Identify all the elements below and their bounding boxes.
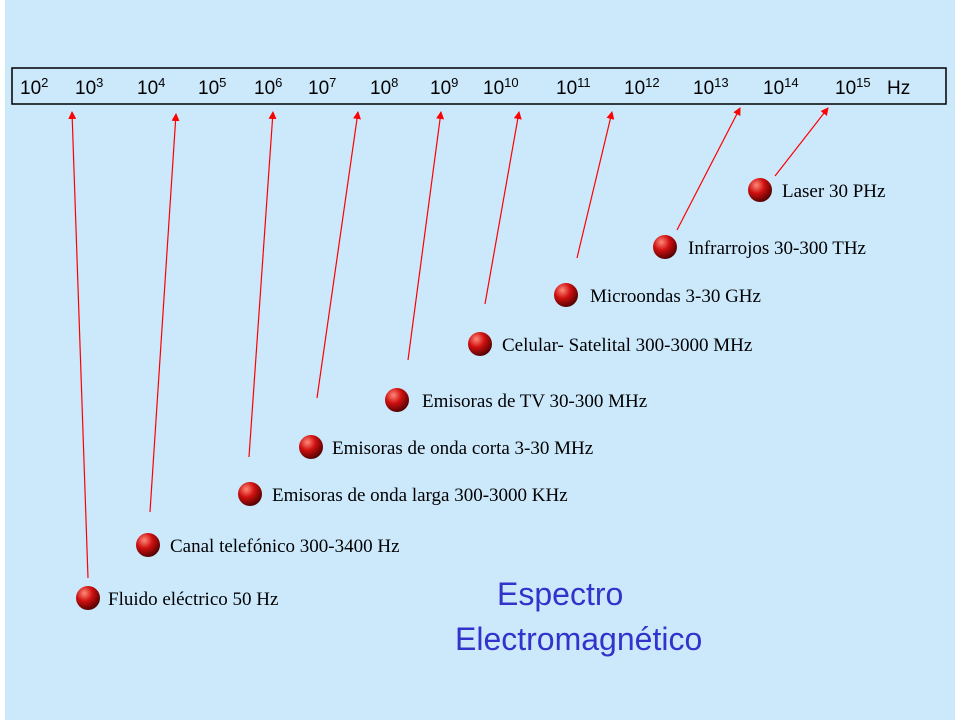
tick-exponent: 6 <box>275 75 282 90</box>
arrow <box>68 111 89 579</box>
tick-base: 10 <box>430 78 451 99</box>
scale-tick: 1013 <box>693 75 729 99</box>
scale-tick: 106 <box>254 75 282 99</box>
scale-unit: Hz <box>887 78 910 99</box>
tick-exponent: 7 <box>329 75 336 90</box>
scale-tick: 105 <box>198 75 226 99</box>
item-label: Canal telefónico 300-3400 Hz <box>170 536 400 557</box>
title-line2: Electromagnético <box>455 621 702 657</box>
background <box>5 0 955 720</box>
tick-exponent: 15 <box>856 75 870 90</box>
tick-base: 10 <box>624 78 645 99</box>
item-label: Emisoras de TV 30-300 MHz <box>422 391 647 412</box>
tick-base: 10 <box>137 78 158 99</box>
tick-base: 10 <box>835 78 856 99</box>
item-label: Infrarrojos 30-300 THz <box>688 238 866 259</box>
tick-exponent: 10 <box>504 75 518 90</box>
tick-base: 10 <box>763 78 784 99</box>
tick-base: 10 <box>556 78 577 99</box>
bullet <box>76 586 100 610</box>
item-label: Emisoras de onda corta 3-30 MHz <box>332 438 593 459</box>
bullet <box>238 482 262 506</box>
tick-exponent: 2 <box>41 75 48 90</box>
scale-tick: 1015 <box>835 75 871 99</box>
tick-base: 10 <box>20 78 41 99</box>
scale-tick: 109 <box>430 75 458 99</box>
tick-exponent: 12 <box>645 75 659 90</box>
tick-exponent: 9 <box>451 75 458 90</box>
arrow <box>316 111 361 399</box>
item-label: Emisoras de onda larga 300-3000 KHz <box>272 485 568 506</box>
item-label: Laser 30 PHz <box>782 181 885 202</box>
tick-base: 10 <box>75 78 96 99</box>
title-line1: Espectro <box>497 576 623 612</box>
bullet <box>299 435 323 459</box>
arrow <box>484 111 522 305</box>
scale-tick: 104 <box>137 75 165 99</box>
scale-tick: 108 <box>370 75 398 99</box>
scale-tick: 1011 <box>556 75 591 99</box>
bullet <box>653 235 677 259</box>
tick-base: 10 <box>254 78 275 99</box>
tick-base: 10 <box>483 78 504 99</box>
item-label: Fluido eléctrico 50 Hz <box>108 589 278 610</box>
bullet <box>468 332 492 356</box>
item-label: Microondas 3-30 GHz <box>590 286 761 307</box>
scale-tick: 1010 <box>483 75 519 99</box>
scale-tick: 1012 <box>624 75 660 99</box>
tick-base: 10 <box>308 78 329 99</box>
tick-exponent: 5 <box>219 75 226 90</box>
tick-exponent: 13 <box>714 75 728 90</box>
scale-tick: 102 <box>20 75 48 99</box>
tick-exponent: 4 <box>158 75 165 90</box>
scale-tick: 103 <box>75 75 103 99</box>
arrow <box>576 111 615 259</box>
arrow <box>149 113 180 513</box>
scale-tick: 107 <box>308 75 336 99</box>
bullet <box>136 533 160 557</box>
arrow <box>676 107 741 231</box>
item-label: Celular- Satelital 300-3000 MHz <box>502 335 752 356</box>
tick-base: 10 <box>370 78 391 99</box>
tick-base: 10 <box>198 78 219 99</box>
tick-exponent: 8 <box>391 75 398 90</box>
bullet <box>554 283 578 307</box>
tick-exponent: 3 <box>96 75 103 90</box>
scale-box <box>11 67 947 105</box>
tick-exponent: 14 <box>784 75 798 90</box>
bullet <box>385 388 409 412</box>
scale-tick: 1014 <box>763 75 799 99</box>
arrow <box>774 107 829 177</box>
tick-base: 10 <box>693 78 714 99</box>
bullet <box>748 178 772 202</box>
arrow <box>248 111 277 458</box>
arrow <box>407 111 445 361</box>
tick-exponent: 11 <box>577 75 591 90</box>
